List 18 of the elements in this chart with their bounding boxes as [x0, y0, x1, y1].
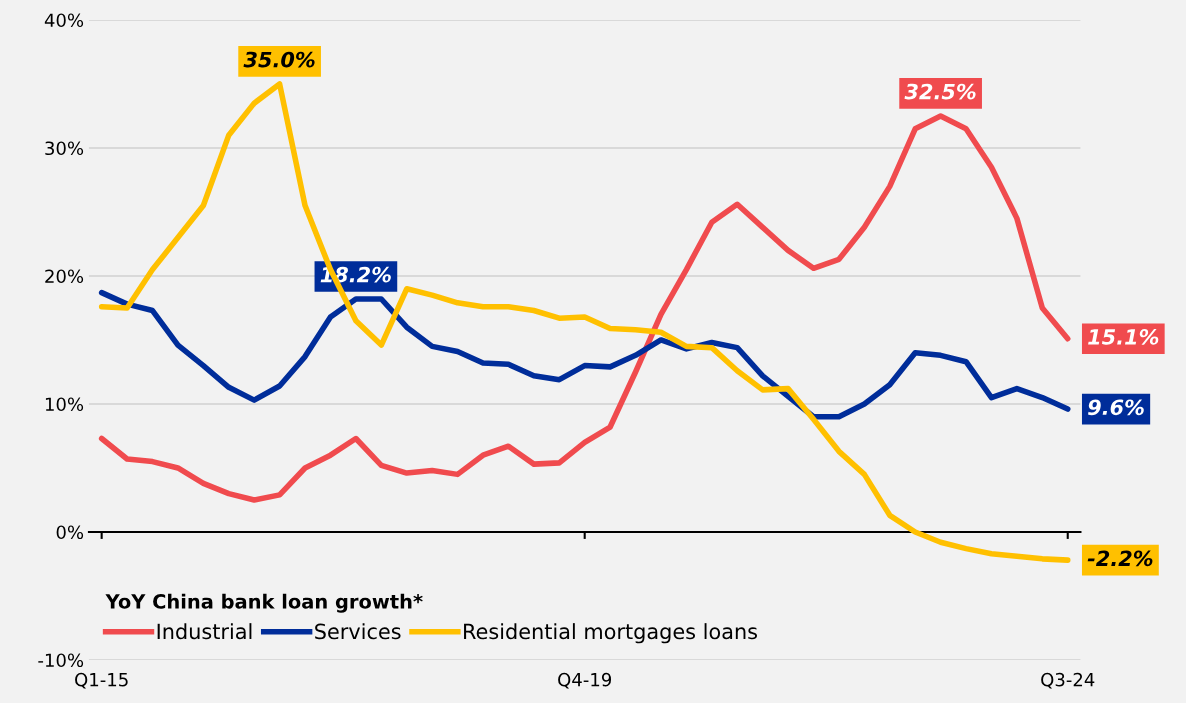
- data-label: 15.1%: [1088, 328, 1159, 345]
- legend-label: Industrial: [157, 623, 252, 640]
- legend-label: Residential mortgages loans: [464, 623, 758, 644]
- y-tick-label: 20%: [45, 269, 84, 284]
- y-tick-label: 0%: [56, 525, 84, 540]
- x-tick-label: Q1-15: [75, 672, 128, 689]
- data-label: -2.2%: [1087, 550, 1153, 567]
- legend-label: Services: [315, 623, 401, 640]
- data-label: 9.6%: [1088, 399, 1144, 416]
- data-label: 32.5%: [904, 83, 976, 100]
- data-label: 35.0%: [243, 51, 315, 68]
- y-tick-label: 40%: [44, 13, 84, 28]
- x-tick-label: Q4-19: [558, 672, 612, 689]
- y-tick-label: 30%: [45, 141, 84, 156]
- legend-title: YoY China bank loan growth*: [105, 593, 423, 613]
- x-tick-label: Q3-24: [1041, 672, 1095, 689]
- y-tick-label: 10%: [45, 397, 84, 412]
- y-tick-label: -10%: [38, 653, 84, 668]
